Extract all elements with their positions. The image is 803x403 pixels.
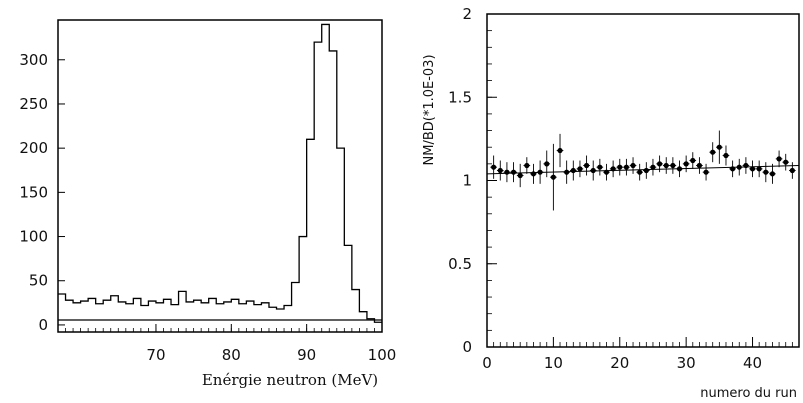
data-point (769, 171, 776, 177)
data-point (670, 162, 676, 169)
right-y-tick-label: 2 (462, 5, 472, 23)
left-x-ticks: 70 80 90 100 (146, 324, 396, 364)
right-x-tick-label: 20 (610, 354, 629, 372)
data-point (544, 161, 550, 167)
data-point (550, 174, 556, 180)
data-point (583, 162, 590, 169)
data-point (510, 169, 517, 175)
left-x-tick-label: 80 (222, 346, 241, 364)
data-point (676, 166, 683, 172)
left-plot-frame (57, 19, 383, 333)
energy-histogram-panel: 0 50 100 150 200 250 300 70 80 90 100 Enérgie neu… (19, 19, 396, 389)
data-point (650, 164, 656, 170)
data-point (690, 157, 696, 164)
data-point (564, 169, 570, 175)
run-ratio-points (490, 130, 796, 211)
left-x-axis-label: Enérgie neutron (MeV) (202, 371, 378, 389)
right-y-tick-label: 0.5 (448, 255, 472, 273)
data-point (723, 152, 729, 159)
data-point (696, 162, 703, 169)
data-point (710, 149, 716, 155)
data-point (730, 166, 736, 172)
right-x-tick-label: 40 (743, 354, 762, 372)
data-point (656, 161, 663, 167)
data-point (637, 169, 643, 175)
data-point (570, 167, 576, 174)
right-y-axis-label: NM/BD(*1.0E-03) (422, 54, 437, 165)
data-point (630, 162, 636, 169)
right-x-tick-label: 10 (544, 354, 563, 372)
right-x-axis-label: numero du run (700, 386, 797, 401)
data-point (537, 169, 543, 175)
right-x-ticks: 0 10 20 30 40 (482, 337, 793, 372)
data-point (530, 171, 537, 177)
data-point (663, 162, 669, 169)
left-y-tick-label: 0 (38, 316, 48, 334)
left-x-tick-label: 90 (297, 346, 316, 364)
data-point (716, 144, 722, 150)
left-y-tick-label: 300 (19, 51, 48, 69)
left-y-ticks: 0 50 100 150 200 250 300 (19, 51, 65, 334)
data-point (597, 164, 603, 170)
right-x-tick-label: 0 (482, 354, 492, 372)
left-y-tick-label: 50 (29, 272, 48, 290)
data-point (763, 169, 769, 175)
left-y-tick-label: 200 (19, 139, 48, 157)
data-point (610, 166, 616, 172)
left-y-tick-label: 250 (19, 95, 48, 113)
left-y-tick-label: 150 (19, 183, 48, 201)
data-point (504, 169, 510, 175)
data-point (789, 167, 795, 174)
left-minor-ticks (57, 328, 383, 332)
right-y-tick-label: 0 (462, 338, 472, 356)
data-point (749, 166, 756, 172)
data-point (623, 164, 630, 170)
data-point (590, 167, 596, 174)
left-x-tick-label: 70 (146, 346, 165, 364)
data-point (603, 169, 610, 175)
data-point (683, 161, 689, 167)
right-y-tick-label: 1 (462, 172, 472, 190)
right-y-ticks: 0 0.5 1 1.5 2 (448, 5, 497, 356)
data-point (497, 167, 503, 174)
data-point (557, 147, 563, 154)
data-point (577, 166, 583, 172)
energy-histogram-line (58, 23, 382, 323)
data-point (736, 164, 742, 170)
data-point (491, 164, 497, 170)
data-point (617, 164, 623, 170)
data-point (524, 162, 530, 169)
data-point (703, 169, 709, 175)
data-point (517, 172, 523, 179)
data-point (776, 156, 782, 162)
data-point (743, 162, 749, 169)
right-x-tick-label: 30 (677, 354, 696, 372)
left-x-tick-label: 100 (368, 346, 397, 364)
data-point (643, 167, 649, 174)
right-y-tick-label: 1.5 (448, 88, 472, 106)
run-ratio-panel: 0 0.5 1 1.5 2 0 10 20 30 40 NM/BD(*1.0E-03) nume… (422, 5, 800, 401)
data-point (756, 166, 762, 172)
left-y-tick-label: 100 (19, 228, 48, 246)
data-point (783, 159, 789, 165)
